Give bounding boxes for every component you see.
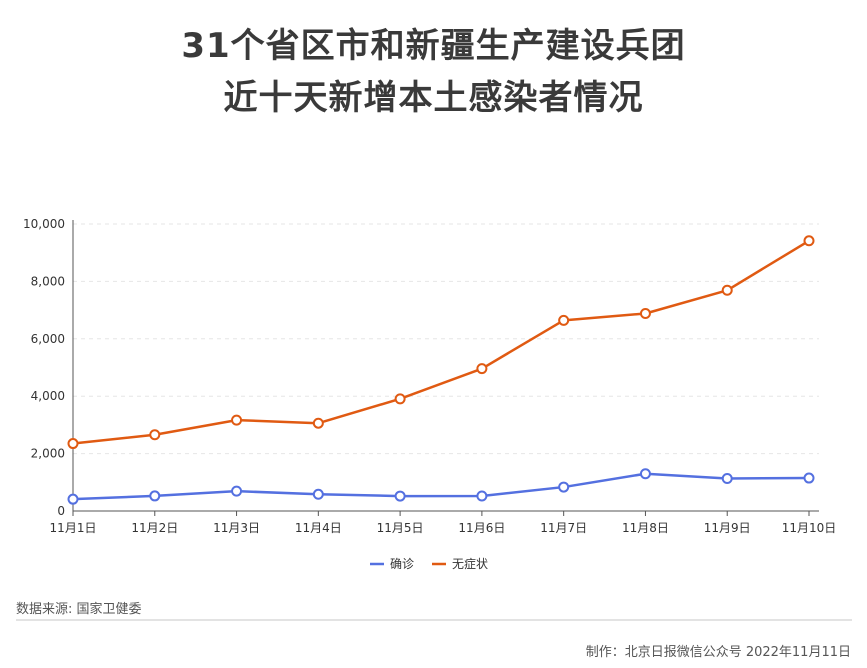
data-point <box>312 488 324 500</box>
chart-title-line1: 31个省区市和新疆生产建设兵团 <box>181 26 686 66</box>
data-source-note: 数据来源: 国家卫健委 <box>16 602 142 617</box>
data-point <box>721 472 733 484</box>
y-tick-label: 10,000 <box>23 217 65 231</box>
data-point <box>67 493 79 505</box>
data-point <box>476 363 488 375</box>
data-point <box>721 284 733 296</box>
data-point <box>394 490 406 502</box>
data-point <box>476 490 488 502</box>
legend-label: 无症状 <box>452 556 488 571</box>
data-point <box>312 417 324 429</box>
series-line-confirmed <box>72 472 810 501</box>
y-tick-label: 6,000 <box>31 332 65 346</box>
x-tick-label: 11月7日 <box>540 521 587 535</box>
data-point <box>803 472 815 484</box>
data-point <box>639 307 651 319</box>
x-tick-label: 11月3日 <box>213 521 260 535</box>
data-point <box>558 481 570 493</box>
data-point <box>558 314 570 326</box>
legend-label: 确诊 <box>390 557 414 571</box>
data-point <box>394 393 406 405</box>
series-line-asymptomatic <box>72 239 810 445</box>
x-tick-label: 11月1日 <box>50 521 97 535</box>
x-tick-label: 11月5日 <box>377 521 424 535</box>
x-tick-label: 11月4日 <box>295 521 342 535</box>
y-tick-label: 8,000 <box>31 274 65 288</box>
x-tick-label: 11月6日 <box>458 521 505 535</box>
data-point <box>803 235 815 247</box>
y-tick-label: 0 <box>57 504 65 518</box>
y-tick-label: 4,000 <box>31 389 65 403</box>
data-point <box>231 485 243 497</box>
divider <box>16 619 852 621</box>
chart-title-line2: 近十天新增本土感染者情况 <box>223 78 644 118</box>
data-point <box>231 414 243 426</box>
credit-note: 制作：北京日报微信公众号 2022年11月11日 <box>585 645 851 660</box>
data-point <box>67 438 79 450</box>
data-point <box>149 429 161 441</box>
x-tick-label: 11月2日 <box>131 521 178 535</box>
x-tick-label: 11月9日 <box>704 521 751 535</box>
y-tick-label: 2,000 <box>31 447 65 461</box>
data-point <box>639 468 651 480</box>
x-tick-label: 11月10日 <box>782 521 837 535</box>
x-tick-label: 11月8日 <box>622 521 669 535</box>
data-point <box>149 490 161 502</box>
